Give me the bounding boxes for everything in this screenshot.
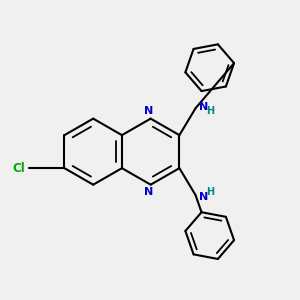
Text: H: H [206, 106, 214, 116]
Text: N: N [144, 187, 154, 197]
Text: N: N [144, 106, 154, 116]
Text: N: N [199, 192, 208, 202]
Text: Cl: Cl [13, 162, 26, 175]
Text: H: H [206, 188, 214, 197]
Text: N: N [199, 102, 208, 112]
